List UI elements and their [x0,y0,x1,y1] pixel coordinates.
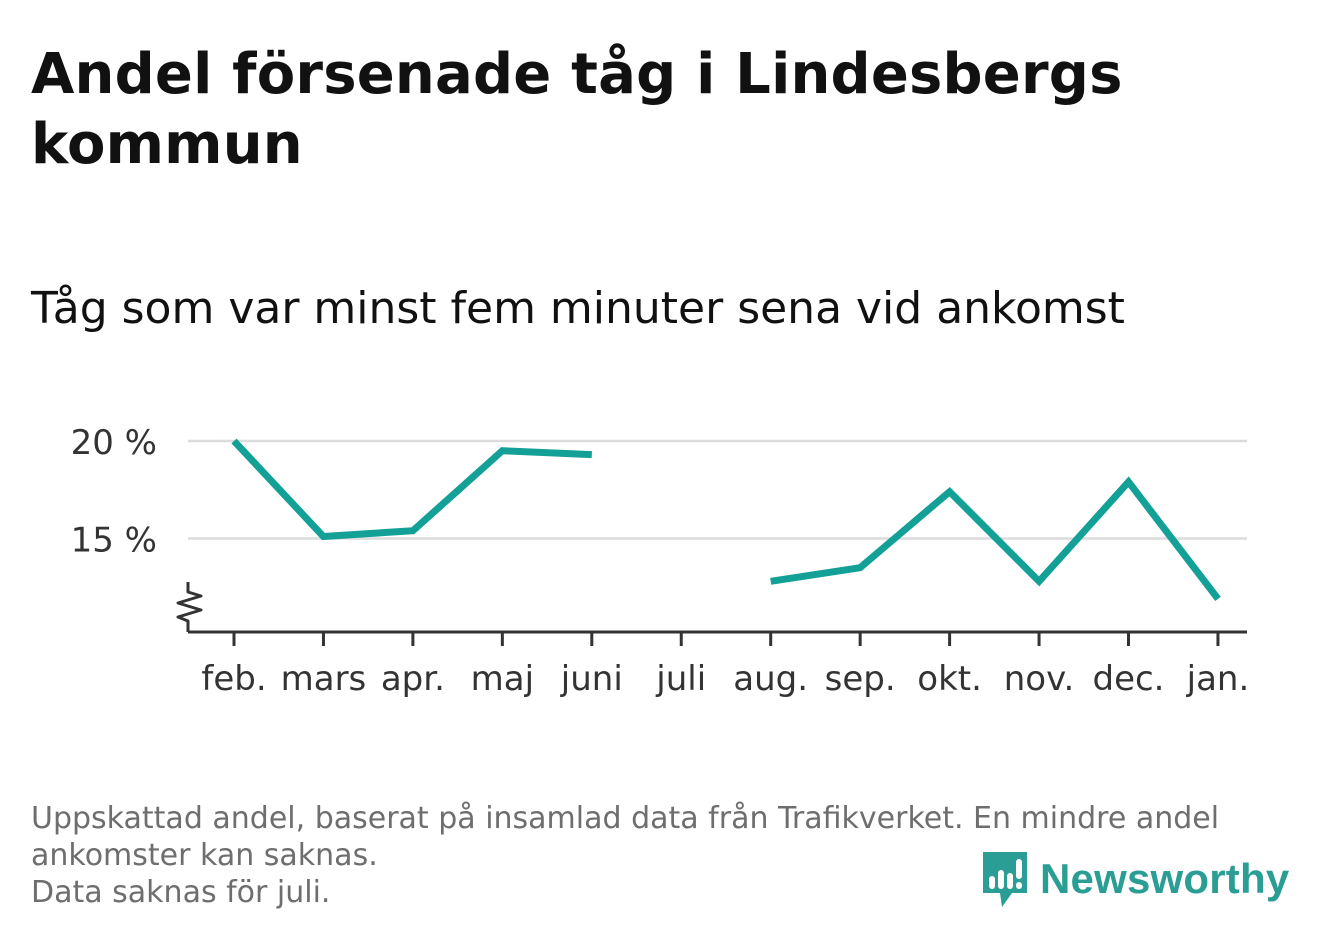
newsworthy-logo-icon [983,852,1027,907]
x-tick-label: apr. [381,659,445,699]
x-tick-label: juni [560,659,623,699]
x-tick-label: nov. [1004,659,1075,699]
x-tick-label: okt. [917,659,982,699]
chart-footnote: Uppskattad andel, baserat på insamlad da… [31,800,1291,911]
brand-logo: Newsworthy [980,848,1289,910]
series-lines [231,438,1221,602]
x-axis [176,582,1247,646]
y-tick-labels: 15 % 20 % [71,423,157,560]
x-tick-labels: feb. mars apr. maj juni juli aug. sep. okt. nov. d… [201,659,1249,699]
footnote-missing-data: Data saknas för juli. [31,875,331,910]
chart-subtitle: Tåg som var minst fem minuter sena vid a… [31,283,1125,334]
footnote-source: Uppskattad andel, baserat på insamlad da… [31,801,1220,873]
brand-name: Newsworthy [1040,855,1290,902]
x-tick-label: jan. [1186,659,1250,699]
series-line-segment [770,476,1221,602]
chart-title: Andel försenade tåg i Lindesbergs kommun [31,42,1123,177]
y-tick-label: 20 % [71,423,157,463]
gridlines [188,439,1247,540]
x-tick-label: mars [281,659,367,699]
series-line-segment [231,438,592,541]
axis-break-icon [176,582,203,632]
x-tick-label: dec. [1092,659,1164,699]
y-tick-label: 15 % [71,520,157,560]
x-tick-label: maj [471,659,534,699]
x-tick-label: juli [655,659,706,699]
line-chart: 15 % 20 % feb. mars apr. maj juni juli aug. sep.… [71,423,1250,699]
x-tick-label: aug. [733,659,808,699]
x-tick-label: sep. [825,659,896,699]
x-tick-label: feb. [201,659,266,699]
